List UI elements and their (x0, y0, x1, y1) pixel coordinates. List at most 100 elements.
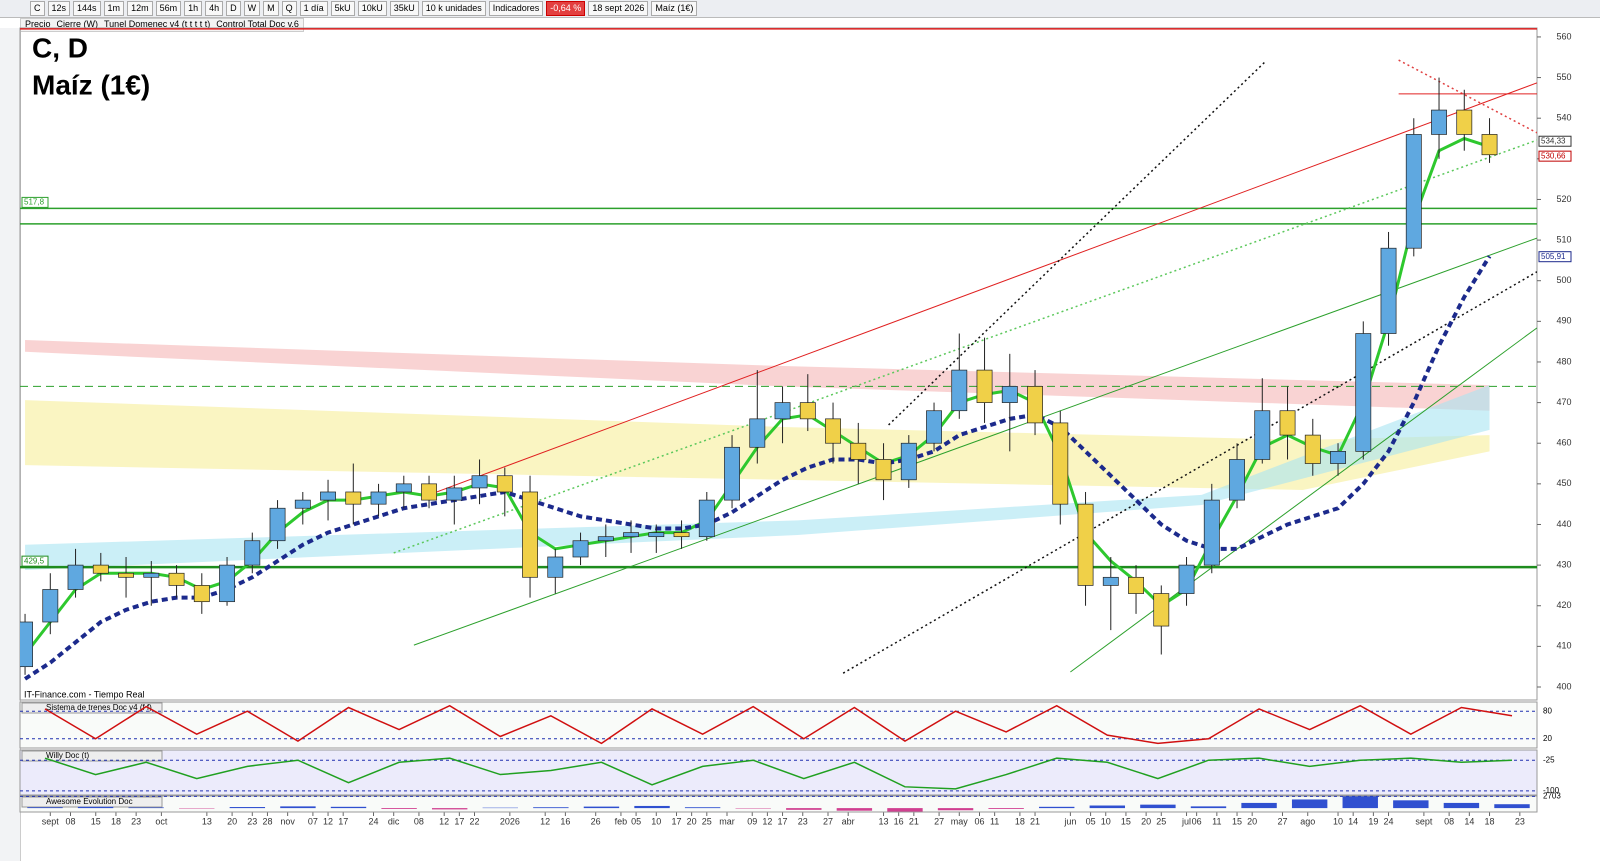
x-tick-label: 24 (368, 816, 378, 826)
price-label-box (1538, 251, 1572, 263)
price-label-box (1538, 135, 1572, 147)
panel-bar (229, 807, 266, 809)
symbol[interactable]: C (30, 1, 45, 16)
candle-body (1405, 134, 1422, 249)
x-tick-label: 23 (1515, 816, 1525, 826)
candle-body (446, 487, 463, 501)
timeframe-button[interactable]: 12s (47, 1, 71, 16)
timeframe-button[interactable]: D (226, 1, 241, 16)
candle-body (1330, 451, 1346, 464)
panel-bar (988, 808, 1024, 809)
x-tick-label: 2026 (500, 816, 520, 826)
x-tick-label: 21 (909, 816, 919, 826)
x-tick-label: 05 (631, 816, 641, 826)
timeframe-button[interactable]: M (263, 1, 279, 16)
timeframe-button[interactable]: Q (281, 1, 297, 16)
x-tick-label: jun (1063, 816, 1076, 826)
x-tick-label: 19 (1368, 816, 1378, 826)
x-tick-label: 16 (894, 816, 904, 826)
candle-body (269, 507, 286, 542)
candle-body (496, 475, 513, 493)
candle-body (850, 442, 867, 460)
candle-body (1355, 333, 1372, 452)
panel-bar (431, 808, 468, 810)
units-button[interactable]: 5kU (330, 1, 355, 16)
x-tick-label: 15 (91, 816, 101, 826)
x-tick-label: 08 (65, 816, 75, 826)
x-tick-label: 14 (1464, 816, 1474, 826)
x-tick-label: 28 (262, 816, 272, 826)
period-select[interactable]: 1 día (299, 1, 328, 16)
candle-body (951, 369, 968, 412)
y-tick-label: 450 (1556, 478, 1571, 488)
candle-body (143, 572, 160, 578)
panel-bar (1342, 796, 1378, 809)
panel-bar (887, 808, 923, 812)
trend-line (1070, 327, 1537, 673)
candle-body (421, 483, 437, 501)
candle-body (926, 410, 942, 444)
x-tick-label: 07 (308, 816, 318, 826)
trend-line (428, 82, 1537, 496)
units-select[interactable]: 10 k unidades (421, 1, 486, 16)
candle-body (774, 402, 791, 420)
legend-item[interactable]: Precio (25, 19, 51, 29)
band (25, 385, 1490, 570)
panel-bar (1140, 804, 1176, 809)
candle-body (1001, 385, 1018, 403)
y-tick-label: 460 (1556, 438, 1571, 448)
panel-title-box (21, 750, 163, 762)
x-tick-label: sept (42, 816, 60, 826)
candle-body (20, 621, 33, 668)
change: -0,64 % (546, 1, 586, 16)
units-button[interactable]: 10kU (357, 1, 387, 16)
legend-item[interactable]: Control Total Doc v.6 (216, 19, 299, 29)
candle-body (900, 442, 917, 481)
candle-body (1027, 385, 1043, 424)
candle-body (875, 459, 892, 481)
x-tick-label: 23 (131, 816, 141, 826)
y-tick-label: 550 (1556, 72, 1571, 82)
timeframe-button[interactable]: 4h (205, 1, 224, 16)
x-tick-label: nov (280, 816, 295, 826)
x-tick-label: 09 (747, 816, 757, 826)
panel-bar (1241, 802, 1277, 809)
units-button[interactable]: 35kU (389, 1, 419, 16)
y-tick-label: 540 (1556, 113, 1571, 123)
panel-bar (937, 808, 974, 811)
candle-body (244, 540, 261, 566)
level-label: 517,8 (24, 198, 45, 207)
candle-body (294, 499, 311, 509)
level-label-box (21, 555, 49, 567)
candle-body (345, 491, 362, 505)
y-tick-label: 410 (1556, 641, 1571, 651)
candle-body (1380, 247, 1397, 334)
candle-body (168, 572, 185, 586)
level-label: 429,5 (24, 556, 45, 565)
candle-body (522, 491, 538, 578)
timeframe-button[interactable]: 144s (73, 1, 101, 16)
x-tick-label: 16 (560, 816, 570, 826)
timeframe-button[interactable]: W (243, 1, 261, 16)
candle-body (1153, 593, 1170, 627)
panel-bar (27, 807, 63, 809)
trend-line (888, 61, 1266, 426)
legend-item[interactable]: Tunel Domenec v4 (t t t t t) (104, 19, 211, 29)
y-tick-label: 560 (1556, 31, 1571, 41)
x-tick-label: 08 (414, 816, 424, 826)
x-tick-label: 20 (1247, 816, 1257, 826)
panel-bar (1393, 800, 1429, 809)
candle-body (547, 556, 564, 578)
legend-item[interactable]: Cierre (W) (56, 19, 99, 29)
candle-body (749, 418, 766, 448)
timeframe-button[interactable]: 1h (184, 1, 203, 16)
x-tick-label: 17 (671, 816, 681, 826)
x-tick-label: 27 (823, 816, 833, 826)
timeframe-button[interactable]: 12m (127, 1, 153, 16)
candle-body (698, 499, 715, 538)
x-tick-label: 17 (338, 816, 348, 826)
x-tick-label: 15 (1232, 816, 1242, 826)
timeframe-button[interactable]: 1m (103, 1, 125, 16)
indicators-button[interactable]: Indicadores (488, 1, 544, 16)
timeframe-button[interactable]: 56m (155, 1, 182, 16)
